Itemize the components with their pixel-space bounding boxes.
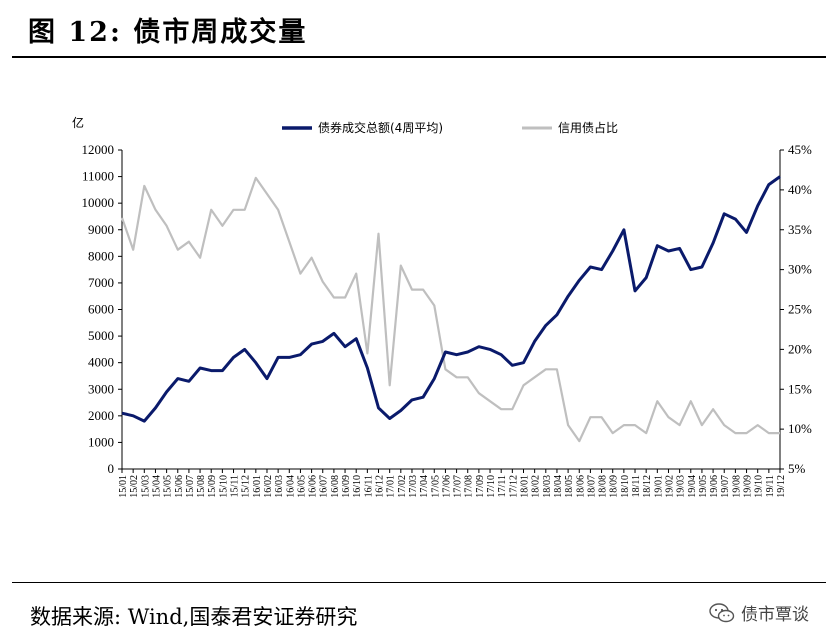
x-tick-label: 19/07 xyxy=(720,475,731,498)
x-tick-label: 19/04 xyxy=(687,475,698,498)
x-tick-label: 16/04 xyxy=(285,475,296,498)
x-tick-label: 15/11 xyxy=(230,475,241,497)
x-tick-label: 18/12 xyxy=(642,475,653,498)
chart: 0 1000 2000 3000 4000 5000 6000 7000 8000 9000 100… xyxy=(72,115,813,498)
x-tick-label: 19/09 xyxy=(743,475,754,498)
legend-label-credit-share: 信用债占比 xyxy=(558,120,618,135)
y-right-tick-label: 25% xyxy=(788,302,812,317)
figure-title: 图 12: 债市周成交量 xyxy=(28,17,308,48)
x-tick-label: 16/07 xyxy=(319,475,330,498)
x-tick-label: 17/05 xyxy=(430,475,441,498)
x-tick-label: 18/11 xyxy=(631,475,642,497)
source-note: 数据来源: Wind,国泰君安证券研究 xyxy=(30,605,358,629)
chart-series xyxy=(120,175,781,443)
x-tick-label: 16/08 xyxy=(330,475,341,498)
x-tick-label: 15/04 xyxy=(151,475,162,498)
x-tick-label: 19/08 xyxy=(731,475,742,498)
bottom-rule xyxy=(12,582,826,583)
y-right-tick-label: 40% xyxy=(788,182,812,197)
y-left-tick-label: 7000 xyxy=(88,275,114,290)
y-right-tick-label: 15% xyxy=(788,381,812,396)
y-left-tick-label: 12000 xyxy=(82,142,115,157)
x-tick-label: 15/03 xyxy=(140,475,151,498)
y-right-tick-label: 30% xyxy=(788,262,812,277)
x-tick-label: 18/04 xyxy=(553,475,564,498)
x-tick-label: 19/06 xyxy=(709,475,720,498)
x-tick-label: 18/06 xyxy=(575,475,586,498)
x-tick-label: 16/10 xyxy=(352,475,363,498)
x-tick-label: 16/06 xyxy=(308,475,319,498)
x-tick-label: 15/07 xyxy=(185,475,196,498)
y-right-tick-label: 35% xyxy=(788,222,812,237)
chart-legend: 债券成交总额(4周平均) 信用债占比 xyxy=(282,120,618,135)
y-right-tick-label: 5% xyxy=(788,461,806,476)
x-tick-label: 16/12 xyxy=(375,475,386,498)
x-tick-label: 19/03 xyxy=(676,475,687,498)
x-tick-label: 18/01 xyxy=(519,475,530,498)
x-tick-label: 19/12 xyxy=(776,475,787,498)
y-left-tick-label: 5000 xyxy=(88,328,114,343)
x-tick-label: 16/01 xyxy=(252,475,263,498)
x-tick-label: 19/10 xyxy=(754,475,765,498)
chart-axes: 0 1000 2000 3000 4000 5000 6000 7000 8000 9000 100… xyxy=(82,142,813,498)
x-tick-label: 17/10 xyxy=(486,475,497,498)
y-left-tick-label: 8000 xyxy=(88,248,114,263)
x-tick-label: 17/07 xyxy=(453,475,464,498)
x-tick-label: 16/09 xyxy=(341,475,352,498)
y-left-tick-label: 6000 xyxy=(88,302,114,317)
x-tick-label: 17/02 xyxy=(397,475,408,498)
x-tick-label: 18/02 xyxy=(531,475,542,498)
x-tick-label: 17/04 xyxy=(419,475,430,498)
y-left-tick-label: 1000 xyxy=(88,434,114,449)
y-left-tick-label: 10000 xyxy=(82,195,115,210)
y-left-tick-label: 11000 xyxy=(82,169,114,184)
x-tick-label: 18/03 xyxy=(542,475,553,498)
x-tick-label: 19/11 xyxy=(765,475,776,497)
y-left-tick-label: 9000 xyxy=(88,222,114,237)
x-tick-label: 17/08 xyxy=(464,475,475,498)
x-tick-label: 16/11 xyxy=(363,475,374,497)
x-tick-label: 17/09 xyxy=(475,475,486,498)
x-tick-label: 16/02 xyxy=(263,475,274,498)
watermark: 债市覃谈 xyxy=(709,600,809,625)
x-tick-label: 15/12 xyxy=(241,475,252,498)
y-axis-unit-label: 亿 xyxy=(72,115,84,130)
x-tick-label: 17/01 xyxy=(386,475,397,498)
x-tick-label: 15/01 xyxy=(118,475,129,498)
y-right-tick-label: 10% xyxy=(788,421,812,436)
x-tick-label: 16/05 xyxy=(296,475,307,498)
watermark-text: 债市覃谈 xyxy=(741,605,809,625)
y-left-tick-label: 2000 xyxy=(88,408,114,423)
x-tick-label: 15/05 xyxy=(163,475,174,498)
x-tick-label: 19/01 xyxy=(653,475,664,498)
x-tick-label: 18/10 xyxy=(620,475,631,498)
x-tick-label: 15/08 xyxy=(196,475,207,498)
top-rule xyxy=(12,56,826,58)
x-tick-label: 15/06 xyxy=(174,475,185,498)
x-tick-label: 18/09 xyxy=(609,475,620,498)
y-left-tick-label: 3000 xyxy=(88,381,114,396)
legend-label-bond-volume: 债券成交总额(4周平均) xyxy=(318,120,443,135)
x-tick-label: 18/07 xyxy=(586,475,597,498)
y-left-tick-label: 4000 xyxy=(88,355,114,370)
x-tick-label: 18/05 xyxy=(564,475,575,498)
y-right-tick-label: 20% xyxy=(788,341,812,356)
x-tick-label: 15/02 xyxy=(129,475,140,498)
y-left-tick-label: 0 xyxy=(108,461,115,476)
x-tick-label: 17/12 xyxy=(508,475,519,498)
x-tick-label: 15/09 xyxy=(207,475,218,498)
x-tick-label: 17/03 xyxy=(408,475,419,498)
series-line-bond-volume xyxy=(121,175,781,423)
x-tick-label: 18/08 xyxy=(598,475,609,498)
series-line-credit-share xyxy=(120,176,780,443)
x-tick-label: 16/03 xyxy=(274,475,285,498)
y-right-tick-label: 45% xyxy=(788,142,812,157)
wechat-icon xyxy=(709,602,735,622)
x-tick-label: 17/06 xyxy=(441,475,452,498)
x-tick-label: 17/11 xyxy=(497,475,508,497)
x-tick-label: 19/02 xyxy=(664,475,675,498)
x-tick-label: 19/05 xyxy=(698,475,709,498)
x-tick-label: 15/10 xyxy=(218,475,229,498)
